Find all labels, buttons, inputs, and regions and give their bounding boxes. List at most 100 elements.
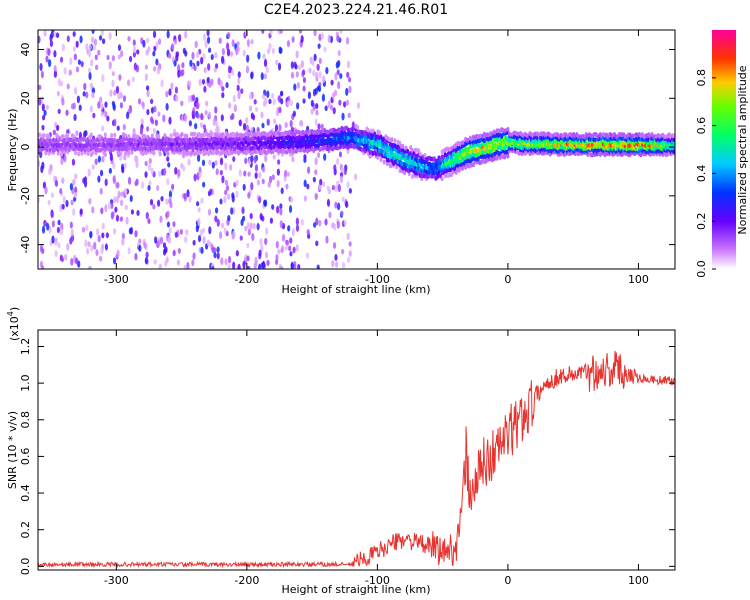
- spectrogram-noise-cell: [96, 228, 100, 237]
- spectrogram-noise-cell: [275, 59, 279, 66]
- spectrogram-noise-cell: [177, 168, 181, 177]
- spectrogram-noise-cell: [97, 235, 101, 243]
- spectrogram-noise-cell: [268, 175, 273, 184]
- spectrogram-noise-cell: [177, 69, 181, 78]
- spectrogram-noise-cell: [168, 190, 173, 199]
- spectrogram-noise-cell: [215, 168, 219, 176]
- spectrogram-noise-cell: [327, 100, 331, 109]
- spectrogram-noise-cell: [342, 262, 346, 269]
- spectrogram-noise-cell: [310, 108, 314, 115]
- spectrogram-noise-cell: [160, 79, 164, 88]
- spectrogram-noise-cell: [276, 168, 280, 176]
- spectrogram-noise-cell: [197, 218, 201, 227]
- spectrogram-noise-cell: [186, 189, 190, 198]
- spectrogram-ridge-cell: [401, 143, 405, 149]
- spectrogram-noise-cell: [310, 99, 314, 107]
- spectrogram-noise-cell: [150, 106, 155, 114]
- spectrogram-noise-cell: [227, 32, 231, 38]
- spectrogram-noise-cell: [59, 188, 63, 195]
- spectrogram-noise-cell: [117, 190, 121, 199]
- spectrogram-noise-cell: [57, 78, 62, 87]
- spectrogram-noise-cell: [246, 255, 250, 262]
- spectrogram-ridge-cell: [423, 152, 427, 158]
- spectrogram-noise-cell: [155, 41, 159, 49]
- spectrogram-noise-cell: [334, 254, 338, 261]
- spectrogram-noise-cell: [113, 118, 117, 127]
- spectrogram-noise-cell: [212, 117, 216, 127]
- spectrogram-noise-cell: [231, 192, 235, 199]
- spectrogram-noise-cell: [69, 221, 73, 229]
- spectrogram-noise-cell: [264, 97, 268, 106]
- spectrogram-noise-cell: [59, 56, 64, 63]
- spectrogram-noise-cell: [53, 69, 58, 78]
- spectrogram-noise-cell: [166, 178, 170, 186]
- spectrogram-ridge-cell: [390, 137, 394, 143]
- spectrogram-noise-cell: [275, 109, 280, 117]
- spectrogram-noise-cell: [263, 58, 268, 68]
- spectrogram-noise-cell: [104, 204, 108, 213]
- spectrogram-noise-cell: [260, 72, 264, 81]
- spectrogram-noise-cell: [76, 95, 81, 104]
- spectrogram-ridge-cell: [59, 151, 63, 157]
- spectrogram-noise-cell: [250, 71, 254, 80]
- spectrogram-noise-cell: [101, 155, 105, 163]
- spectrogram-noise-cell: [263, 73, 267, 80]
- spectrogram-noise-cell: [97, 49, 101, 56]
- spectrogram-noise-cell: [146, 37, 150, 44]
- spectrogram-noise-cell: [295, 217, 299, 226]
- spectrogram-ridge-cell: [103, 152, 107, 158]
- spectrogram-noise-cell: [72, 102, 76, 110]
- spectrogram-noise-cell: [219, 157, 224, 166]
- spectrogram-noise-cell: [312, 176, 316, 183]
- spectrogram-noise-cell: [261, 178, 265, 185]
- spectrogram-noise-cell: [111, 55, 115, 62]
- spectrogram-noise-cell: [231, 39, 235, 47]
- spectrogram-noise-cell: [268, 98, 272, 105]
- spectrogram-noise-cell: [318, 184, 322, 191]
- spectrogram-noise-cell: [183, 264, 187, 269]
- spectrogram-noise-cell: [145, 85, 150, 91]
- spectrogram-noise-cell: [286, 39, 291, 48]
- spectrogram-noise-cell: [231, 232, 235, 240]
- spectrogram-noise-cell: [214, 106, 218, 114]
- spectrogram-noise-cell: [295, 50, 299, 59]
- spectrogram-noise-cell: [112, 175, 116, 183]
- spectrogram-ridge-cell: [157, 134, 161, 139]
- spectrogram-noise-cell: [100, 103, 104, 110]
- spectrogram-noise-cell: [246, 39, 250, 47]
- colorbar-tick-label: 0.0: [695, 260, 708, 278]
- spectrogram-noise-cell: [72, 178, 76, 186]
- spectrogram-noise-cell: [207, 63, 211, 71]
- spectrogram-noise-cell: [150, 98, 154, 105]
- spectrogram-noise-cell: [95, 249, 99, 256]
- spectrogram-noise-cell: [131, 76, 135, 83]
- spectrogram-noise-cell: [312, 69, 316, 77]
- spectrogram-noise-cell: [117, 54, 121, 60]
- spectrogram-xtick-label: 0: [504, 273, 511, 286]
- spectrogram-noise-cell: [219, 80, 223, 88]
- spectrogram-noise-cell: [116, 182, 120, 189]
- spectrogram-noise-cell: [206, 30, 210, 37]
- spectrogram-noise-cell: [339, 73, 343, 79]
- spectrogram-noise-cell: [65, 199, 69, 208]
- snr-ticks: -300 -200 -100 0 100 0.0 0.2 0.4 0.6 0.8 1.0 1.2: [19, 330, 675, 587]
- spectrogram-noise-cell: [122, 123, 126, 131]
- spectrogram-noise-cell: [290, 61, 294, 69]
- spectrogram-noise-cell: [224, 258, 228, 266]
- spectrogram-noise-cell: [160, 195, 164, 202]
- spectrogram-noise-cell: [206, 76, 210, 84]
- spectrogram-noise-cell: [345, 87, 349, 96]
- spectrogram-noise-cell: [85, 224, 89, 232]
- spectrogram-noise-cell: [223, 196, 227, 204]
- spectrogram-noise-cell: [172, 249, 176, 257]
- spectrogram-ridge-cell: [403, 170, 407, 176]
- spectrogram-noise-cell: [144, 64, 148, 70]
- spectrogram-noise-cell: [64, 254, 68, 262]
- spectrogram-ridge-cell: [143, 134, 147, 139]
- spectrogram-noise-cell: [265, 227, 269, 236]
- spectrogram-noise-cell: [215, 63, 219, 69]
- spectrogram-noise-cell: [229, 164, 233, 171]
- spectrogram-noise-cell: [157, 240, 161, 247]
- spectrogram-noise-cell: [325, 235, 329, 244]
- spectrogram-noise-cell: [152, 203, 156, 210]
